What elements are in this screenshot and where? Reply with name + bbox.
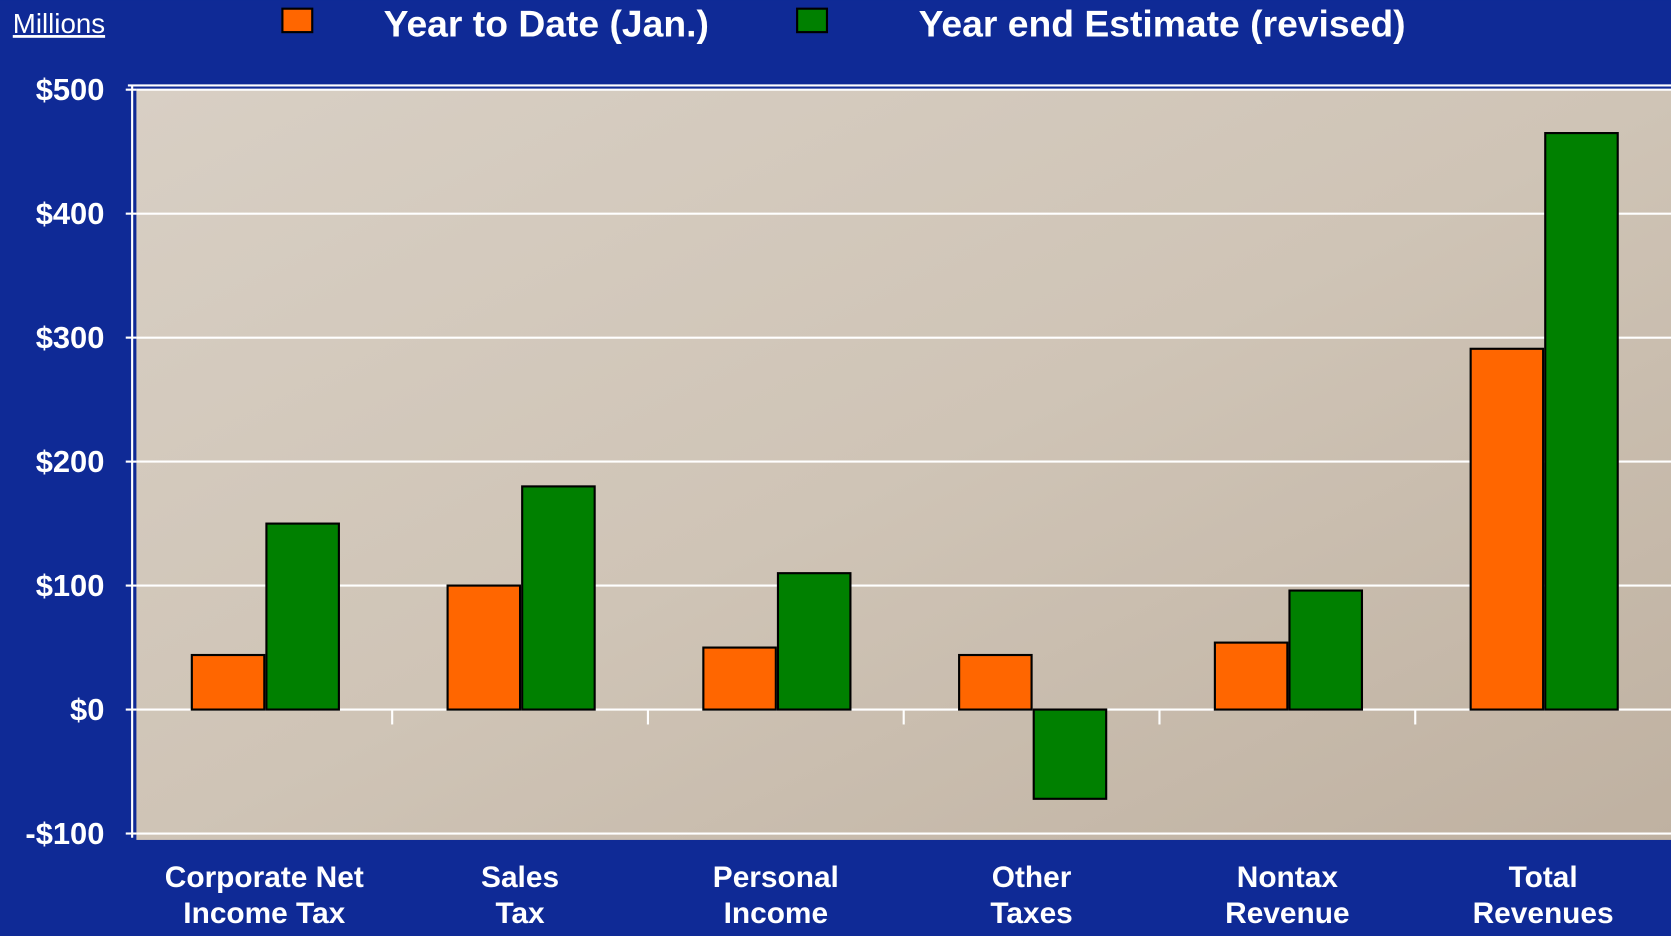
- x-tick-label: Total Revenues: [1472, 860, 1614, 930]
- y-tick-label: $500: [36, 72, 105, 107]
- x-tick-label-box: Other Taxes: [990, 860, 1073, 930]
- bar: [1288, 589, 1364, 711]
- legend-swatch: [796, 7, 829, 34]
- y-tick-label: $100: [36, 568, 105, 603]
- x-tick-label: Other Taxes: [990, 860, 1073, 930]
- y-tick-label: -$100: [25, 816, 104, 851]
- x-tick-label: Sales Tax: [481, 860, 560, 930]
- bar: [265, 522, 340, 711]
- y-tick-label: $300: [36, 320, 105, 355]
- x-tick-label-box: Nontax Revenue: [1225, 860, 1350, 930]
- bar: [1469, 347, 1545, 711]
- bar: [1213, 641, 1289, 711]
- y-tick-label: $400: [36, 196, 105, 231]
- x-tick-label: Corporate Net Income Tax: [164, 860, 364, 930]
- y-tick-label: $200: [36, 444, 105, 479]
- legend-label: Year end Estimate (revised): [919, 3, 1406, 45]
- x-tick-label-box: Personal Income: [712, 860, 839, 930]
- legend-label: Year to Date (Jan.): [384, 3, 709, 45]
- x-tick-label: Personal Income: [712, 860, 839, 930]
- bar: [958, 653, 1033, 711]
- y-tick-label: $0: [70, 692, 104, 727]
- bar: [1032, 708, 1108, 800]
- bar: [1544, 132, 1619, 711]
- x-tick-label: Nontax Revenue: [1225, 860, 1350, 930]
- bar: [190, 653, 266, 711]
- bar: [446, 584, 522, 711]
- y-axis-label: Millions: [13, 8, 105, 39]
- plot-area: [136, 89, 1671, 840]
- bar: [776, 572, 852, 711]
- bar: [702, 646, 777, 711]
- x-tick-label-box: Corporate Net Income Tax: [164, 860, 364, 930]
- x-tick-label-box: Total Revenues: [1472, 860, 1614, 930]
- legend-swatch: [281, 7, 314, 34]
- bar: [521, 485, 596, 711]
- x-tick-label-box: Sales Tax: [481, 860, 560, 930]
